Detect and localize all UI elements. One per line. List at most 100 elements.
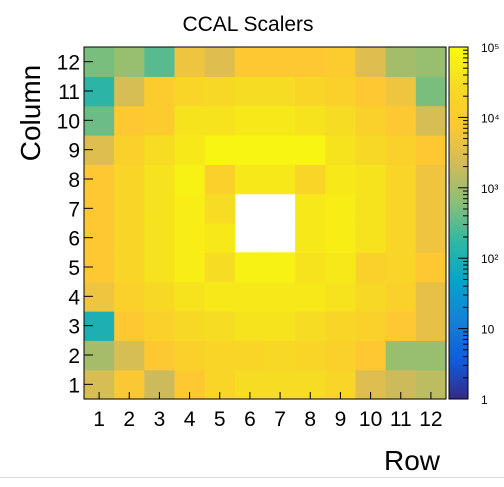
heatmap-cell	[234, 135, 266, 165]
y-tick-label: 8	[68, 169, 80, 192]
heatmap-cell	[415, 164, 447, 195]
color-scale-tick-label: 10²	[481, 252, 498, 266]
y-tick-label: 6	[68, 228, 80, 251]
heatmap-cell	[385, 76, 417, 107]
y-tick-label: 7	[68, 198, 80, 221]
heatmap-cell	[295, 281, 326, 312]
heatmap-cell	[174, 76, 206, 107]
heatmap-cell	[265, 281, 296, 312]
y-tick-label: 3	[68, 316, 80, 339]
x-tick-label: 6	[244, 408, 256, 431]
heatmap-cell	[415, 281, 447, 312]
heatmap-cell	[144, 164, 176, 195]
heatmap-cell	[295, 252, 326, 283]
heatmap-cell	[355, 311, 387, 341]
heatmap-cell	[174, 281, 206, 312]
color-scale-tick-label: 10	[481, 323, 495, 337]
heatmap-cell	[174, 252, 206, 283]
heatmap-cell	[325, 47, 357, 77]
x-tick-label: 1	[93, 408, 105, 431]
heatmap-cell	[385, 164, 417, 195]
heatmap-cell	[265, 105, 296, 136]
y-tick-label: 12	[57, 52, 80, 75]
x-tick-label: 4	[184, 408, 196, 431]
heatmap-cell	[295, 76, 326, 107]
heatmap-cell	[355, 105, 387, 136]
heatmap-cell	[355, 164, 387, 195]
heatmap-cell	[144, 47, 176, 77]
heatmap-cell	[325, 164, 357, 195]
y-axis-label: Column	[15, 65, 46, 161]
plot-frame	[83, 46, 447, 400]
heatmap-cell	[385, 223, 417, 253]
heatmap-cell	[295, 105, 326, 136]
heatmap-cell	[114, 135, 145, 165]
heatmap-cell	[415, 47, 447, 77]
heatmap-cell	[385, 252, 417, 283]
heatmap-cell	[355, 135, 387, 165]
heatmap-cell	[355, 340, 387, 371]
heatmap-cell	[174, 223, 206, 253]
heatmap-cell	[234, 76, 266, 107]
heatmap-cell	[144, 135, 176, 165]
heatmap-cell	[234, 340, 266, 371]
heatmap-cell	[355, 252, 387, 283]
heatmap-cell	[114, 193, 145, 224]
heatmap-cell	[295, 223, 326, 253]
heatmap-cell	[385, 105, 417, 136]
heatmap-cell	[174, 47, 206, 77]
heatmap-cell	[174, 135, 206, 165]
x-tick-label: 2	[123, 408, 135, 431]
heatmap-cell	[144, 340, 176, 371]
heatmap-cell	[114, 105, 145, 136]
heatmap-cell	[144, 193, 176, 224]
heatmap-cell	[325, 193, 357, 224]
heatmap-cell	[355, 281, 387, 312]
heatmap-cell	[174, 311, 206, 341]
heatmap-cell	[325, 311, 357, 341]
heatmap-cell	[265, 135, 296, 165]
heatmap-cell	[234, 47, 266, 77]
heatmap-cell	[144, 311, 176, 341]
heatmap-cell	[295, 311, 326, 341]
heatmap-cell	[385, 340, 417, 371]
color-scale-tick-label: 10⁴	[481, 111, 500, 125]
heatmap-cell	[415, 252, 447, 283]
heatmap-cell	[204, 135, 236, 165]
heatmap-cell	[265, 311, 296, 341]
x-tick-label: 12	[419, 408, 442, 431]
color-scale-bar: 1 10 10² 10³ 10⁴ 10⁵	[448, 41, 500, 407]
heatmap-cell	[265, 252, 296, 283]
color-scale-tick-label: 1	[481, 393, 488, 407]
heatmap-cell	[234, 105, 266, 136]
heatmap-cell	[174, 164, 206, 195]
heatmap-cell	[385, 47, 417, 77]
heatmap-cell	[415, 105, 447, 136]
heatmap-cell	[174, 193, 206, 224]
x-tick-label: 7	[274, 408, 286, 431]
heatmap-cell	[114, 311, 145, 341]
x-tick-label: 8	[304, 408, 316, 431]
y-tick-label: 10	[57, 110, 80, 133]
heatmap-cells	[84, 47, 447, 400]
heatmap-cell	[415, 223, 447, 253]
y-tick-label: 2	[68, 345, 80, 368]
x-tick-label: 11	[390, 408, 412, 431]
heatmap-cell	[295, 47, 326, 77]
heatmap-cell	[144, 223, 176, 253]
heatmap-cell	[325, 281, 357, 312]
heatmap-cell	[234, 164, 266, 195]
heatmap-cell	[265, 340, 296, 371]
heatmap-cell	[415, 135, 447, 165]
heatmap-cell	[385, 135, 417, 165]
y-tick-label: 4	[68, 286, 80, 309]
heatmap-cell	[355, 193, 387, 224]
heatmap-cell	[295, 193, 326, 224]
heatmap-cell	[204, 164, 236, 195]
heatmap-cell	[325, 252, 357, 283]
y-tick-label: 5	[68, 257, 80, 280]
heatmap-cell	[204, 76, 236, 107]
heatmap-cell	[415, 193, 447, 224]
